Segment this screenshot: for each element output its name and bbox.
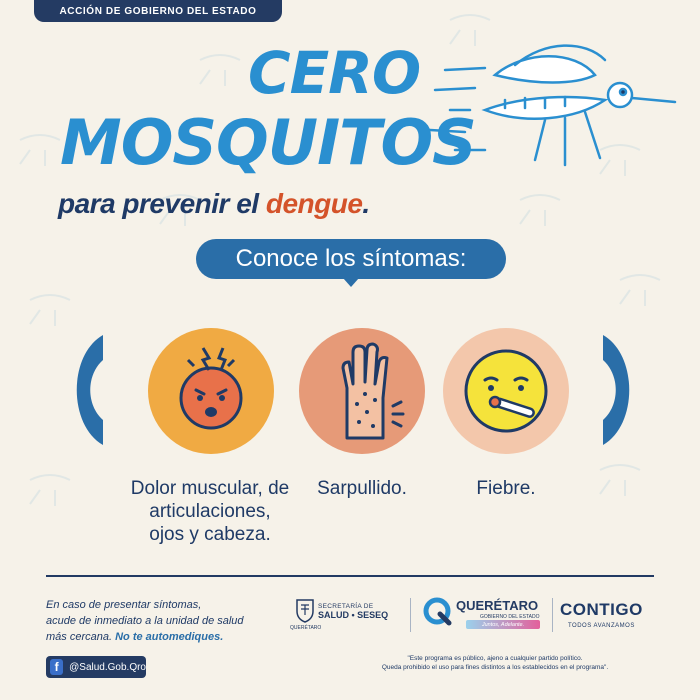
subtitle-prefix: para prevenir el: [58, 188, 266, 219]
symptom-circle-fever: [443, 328, 569, 454]
advice-line-3: más cercana. No te automediques.: [46, 630, 286, 646]
secretaria-crest-label: QUERÉTARO: [290, 625, 322, 631]
queretaro-name: QUERÉTARO: [456, 598, 539, 613]
carousel-right-arrow[interactable]: [598, 335, 648, 445]
logo-separator-2: [552, 598, 553, 632]
contigo-subtitle: TODOS AVANZAMOS: [568, 623, 635, 629]
contigo-name: CONTIGO: [560, 600, 643, 619]
rash-hand-icon: [341, 342, 405, 440]
fever-face-icon: [464, 349, 548, 433]
footer-divider: [46, 575, 654, 577]
subtitle-suffix: .: [362, 188, 370, 219]
secretaria-small-text: SECRETARÍA DE: [318, 603, 374, 610]
state-crest-icon: [296, 599, 314, 623]
symptom-label-rash: Sarpullido.: [317, 478, 407, 499]
queretaro-q-icon: [423, 597, 452, 626]
government-action-badge: ACCIÓN DE GOBIERNO DEL ESTADO: [34, 0, 282, 22]
pill-pointer: [343, 278, 359, 287]
logo-separator-1: [410, 598, 411, 632]
symptom-circle-rash: [299, 328, 425, 454]
queretaro-logo: QUERÉTARO GOBIERNO DEL ESTADO Juntos, Ad…: [422, 596, 546, 632]
advice-line-2: acude de inmediato a la unidad de salud: [46, 614, 244, 627]
no-self-medication-text: No te automediques.: [115, 630, 224, 643]
disclaimer-line-1: "Este programa es público, ajeno a cualq…: [407, 655, 583, 662]
subtitle: para prevenir el dengue.: [58, 188, 370, 220]
headache-face-icon: [179, 347, 243, 430]
secretaria-logo: SECRETARÍA DE SALUD • SESEQ: [318, 603, 388, 620]
symptom-label-fever: Fiebre.: [476, 478, 536, 499]
symptom-circle-headache: [148, 328, 274, 454]
social-handle-text: @Salud.Gob.Qro: [69, 661, 146, 673]
queretaro-tagline: Juntos, Adelante.: [466, 620, 540, 629]
legal-disclaimer: "Este programa es público, ajeno a cualq…: [350, 654, 640, 672]
carousel-left-arrow[interactable]: [58, 335, 108, 445]
facebook-icon: f: [50, 659, 64, 675]
subtitle-accent: dengue: [265, 188, 363, 219]
title-line-2: MOSQUITOS: [60, 106, 477, 179]
advice-line-1: En caso de presentar síntomas,: [46, 599, 202, 611]
secretaria-big-text: SALUD • SESEQ: [318, 610, 389, 620]
advice-line-3-text: más cercana.: [46, 630, 113, 643]
footer-advice: En caso de presentar síntomas, acude de …: [46, 598, 286, 646]
facebook-handle[interactable]: f @Salud.Gob.Qro: [46, 656, 146, 678]
contigo-logo: CONTIGO TODOS AVANZAMOS: [560, 600, 643, 629]
symptoms-header-pill: Conoce los síntomas:: [196, 239, 506, 279]
queretaro-subtitle: GOBIERNO DEL ESTADO: [480, 614, 540, 620]
title-line-1: CERO: [248, 39, 421, 107]
symptom-label-headache: Dolor muscular, de articulaciones, ojos …: [130, 478, 290, 545]
mosquito-illustration-icon: [428, 44, 677, 167]
disclaimer-line-2: Queda prohibido el uso para fines distin…: [381, 664, 609, 672]
